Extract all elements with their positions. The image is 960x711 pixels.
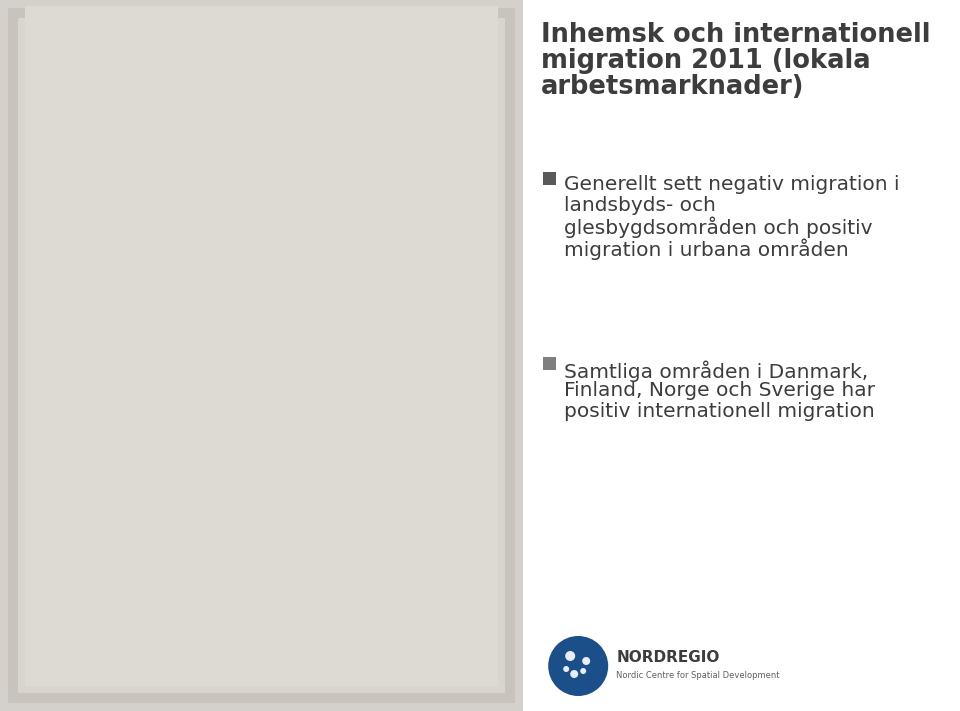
Circle shape	[580, 668, 587, 674]
Circle shape	[564, 666, 569, 672]
Text: Generellt sett negativ migration i: Generellt sett negativ migration i	[564, 175, 900, 194]
Bar	[0, 0, 523, 711]
Bar	[8, 8, 516, 703]
Text: Finland, Norge och Sverige har: Finland, Norge och Sverige har	[564, 381, 876, 400]
Text: migration i urbana områden: migration i urbana områden	[564, 238, 849, 260]
Text: positiv internationell migration: positiv internationell migration	[564, 402, 875, 421]
Text: NORDREGIO: NORDREGIO	[616, 651, 720, 665]
Circle shape	[570, 670, 578, 678]
Bar	[25, 6, 498, 686]
Circle shape	[582, 657, 590, 665]
Text: Samtliga områden i Danmark,: Samtliga områden i Danmark,	[564, 360, 869, 382]
Text: migration 2011 (lokala: migration 2011 (lokala	[541, 48, 871, 74]
Circle shape	[565, 651, 575, 661]
Bar	[523, 0, 960, 711]
Bar	[543, 357, 556, 370]
Text: Nordic Centre for Spatial Development: Nordic Centre for Spatial Development	[616, 670, 780, 680]
Text: arbetsmarknader): arbetsmarknader)	[541, 74, 804, 100]
Text: landsbyds- och: landsbyds- och	[564, 196, 716, 215]
Text: glesbygdsområden och positiv: glesbygdsområden och positiv	[564, 217, 873, 238]
Circle shape	[548, 636, 609, 696]
Bar	[543, 172, 556, 185]
Bar	[18, 18, 505, 693]
Text: Inhemsk och internationell: Inhemsk och internationell	[541, 22, 930, 48]
